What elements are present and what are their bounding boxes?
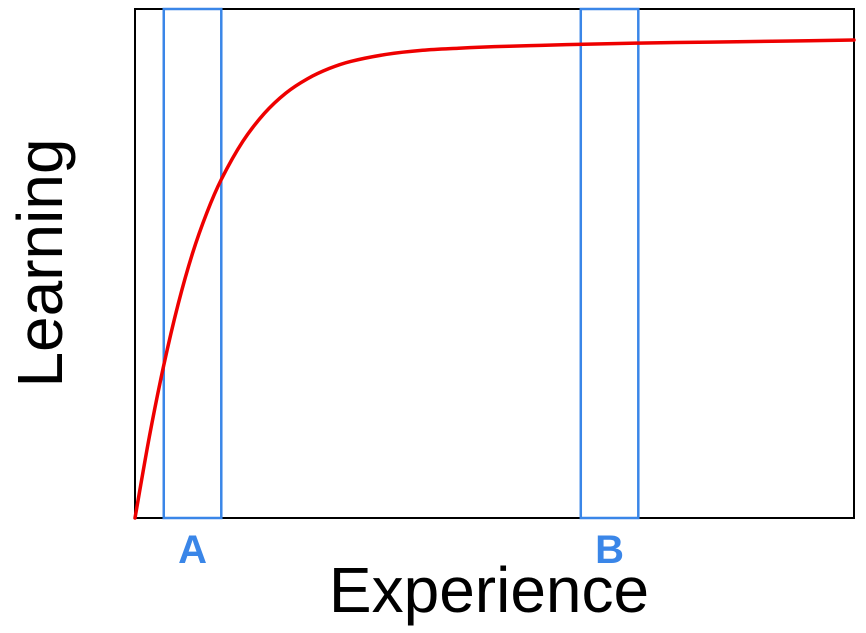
series-line-0: [133, 38, 856, 520]
series-layer: [133, 38, 856, 520]
band-a: [162, 7, 223, 520]
x-axis-title: Experience: [329, 554, 649, 626]
band-label-b: B: [595, 528, 624, 572]
plot-frame: [134, 8, 855, 519]
bands-layer: [162, 7, 640, 520]
band-label-a: A: [178, 528, 207, 572]
band-b: [579, 7, 640, 520]
y-axis-title: Learning: [4, 138, 76, 387]
